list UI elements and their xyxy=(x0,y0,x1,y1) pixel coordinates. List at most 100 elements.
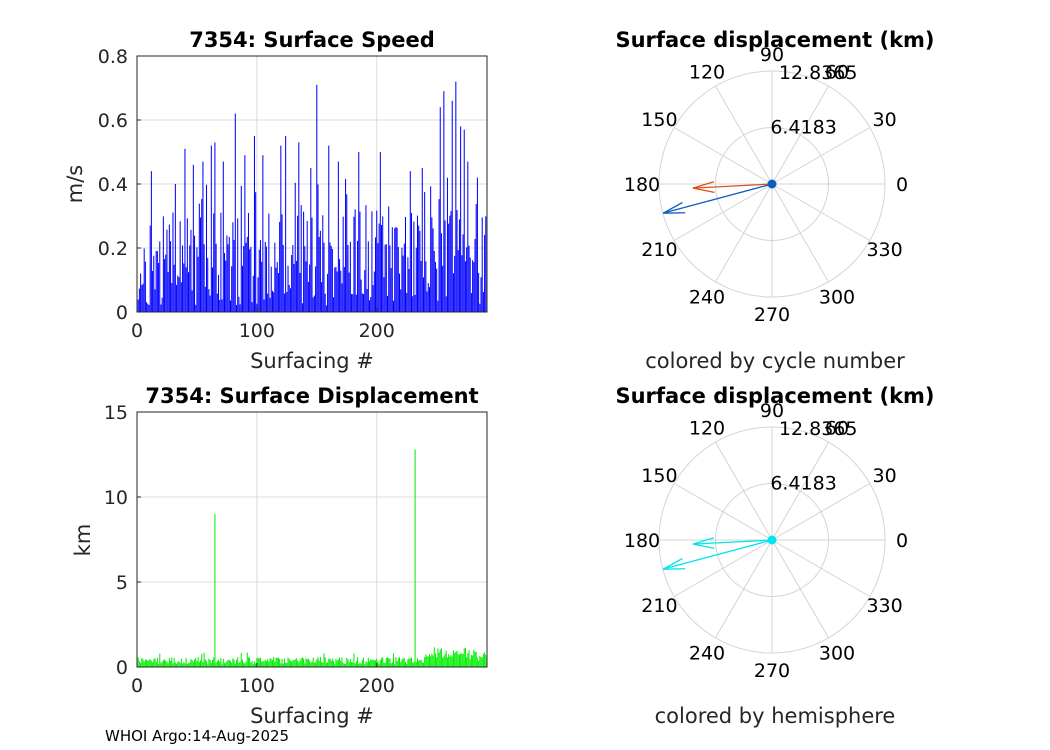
data-bar xyxy=(186,664,188,667)
data-bar xyxy=(321,661,323,667)
data-bar xyxy=(232,658,234,667)
data-bar xyxy=(316,84,318,312)
x-tick-label: 0 xyxy=(131,675,143,697)
data-bar xyxy=(333,661,335,667)
data-bar xyxy=(398,273,401,312)
data-bar xyxy=(265,661,267,667)
data-bar xyxy=(275,657,277,667)
data-bar xyxy=(347,659,349,667)
data-bar xyxy=(143,661,145,667)
data-bar xyxy=(311,661,313,667)
data-bar xyxy=(348,662,350,667)
data-bar xyxy=(327,273,329,312)
data-bar xyxy=(403,243,405,312)
data-bar xyxy=(212,659,214,667)
data-bar xyxy=(364,270,366,312)
data-bar xyxy=(384,662,386,667)
polar-spoke xyxy=(673,539,773,597)
data-bar xyxy=(297,660,299,667)
data-bar xyxy=(186,218,188,312)
data-bar xyxy=(485,654,487,667)
data-bar xyxy=(153,255,155,312)
data-bar xyxy=(257,657,259,667)
data-bar xyxy=(173,657,175,667)
data-bar xyxy=(231,662,233,667)
data-bar xyxy=(352,662,354,667)
data-bar xyxy=(174,662,176,667)
polar-hemisphere-caption: colored by hemisphere xyxy=(655,704,896,728)
data-bar xyxy=(241,265,243,312)
data-bar xyxy=(275,267,277,312)
data-bar xyxy=(307,658,309,667)
data-bar xyxy=(436,657,438,667)
data-bar xyxy=(274,242,276,312)
data-bar xyxy=(434,261,436,312)
data-bar xyxy=(448,223,450,312)
data-bar xyxy=(445,296,447,312)
x-tick-label: 0 xyxy=(131,320,143,342)
data-bar xyxy=(340,660,342,667)
data-bar xyxy=(426,656,428,667)
data-bar xyxy=(427,283,429,312)
angle-tick-label: 210 xyxy=(641,239,677,261)
data-bar xyxy=(294,182,296,312)
data-bar xyxy=(265,246,267,312)
data-bar xyxy=(473,649,475,667)
data-bar xyxy=(352,294,354,312)
angle-tick-label: 60 xyxy=(825,61,849,83)
speed-ylabel: m/s xyxy=(63,165,87,203)
data-bar xyxy=(329,658,331,667)
data-bar xyxy=(468,245,470,312)
data-bar xyxy=(228,236,230,312)
data-bar xyxy=(416,658,418,667)
data-bar xyxy=(336,271,338,312)
data-bar xyxy=(316,659,318,667)
displacement-arrow xyxy=(662,539,773,570)
data-bar xyxy=(378,664,380,667)
data-bar xyxy=(388,206,390,312)
data-bar xyxy=(475,204,477,312)
data-bar xyxy=(191,290,193,312)
data-bar xyxy=(258,658,260,667)
data-bar xyxy=(229,660,231,667)
data-bar xyxy=(370,297,372,312)
data-bar xyxy=(140,273,142,312)
data-bar xyxy=(366,289,368,312)
data-bar xyxy=(366,662,368,667)
data-bar xyxy=(223,253,226,312)
data-bar xyxy=(369,661,371,667)
data-bar xyxy=(183,662,185,667)
data-bar xyxy=(379,659,381,667)
data-bar xyxy=(484,652,486,667)
data-bar xyxy=(262,661,264,667)
polar-spoke xyxy=(771,539,871,597)
data-bar xyxy=(428,287,430,312)
data-bar xyxy=(406,292,408,312)
data-bar xyxy=(334,267,336,312)
data-bar xyxy=(420,659,422,667)
polar-spoke xyxy=(771,539,829,639)
data-bar xyxy=(385,657,387,667)
data-bar xyxy=(409,658,411,667)
data-bar xyxy=(295,658,297,667)
data-bar xyxy=(346,194,348,312)
data-bar xyxy=(481,657,483,667)
data-bar xyxy=(462,234,464,312)
polar-hemisphere-plot: 0 30 60 90 120 150 180 210 240 270 300 330 6.4183 12.… xyxy=(615,384,934,728)
data-bar xyxy=(214,514,216,667)
data-bar xyxy=(263,299,265,312)
data-bar xyxy=(335,658,337,667)
data-bar xyxy=(439,107,441,312)
data-bar xyxy=(440,233,442,312)
data-bar xyxy=(393,653,395,667)
data-bar xyxy=(401,247,403,312)
data-bar xyxy=(268,213,270,312)
data-bar xyxy=(166,661,168,667)
data-bar xyxy=(237,656,239,667)
data-bar xyxy=(197,657,199,667)
data-bar xyxy=(312,657,314,667)
data-bar xyxy=(409,171,411,312)
data-bar xyxy=(318,660,320,667)
data-bar xyxy=(246,236,248,312)
data-bar xyxy=(285,662,287,667)
